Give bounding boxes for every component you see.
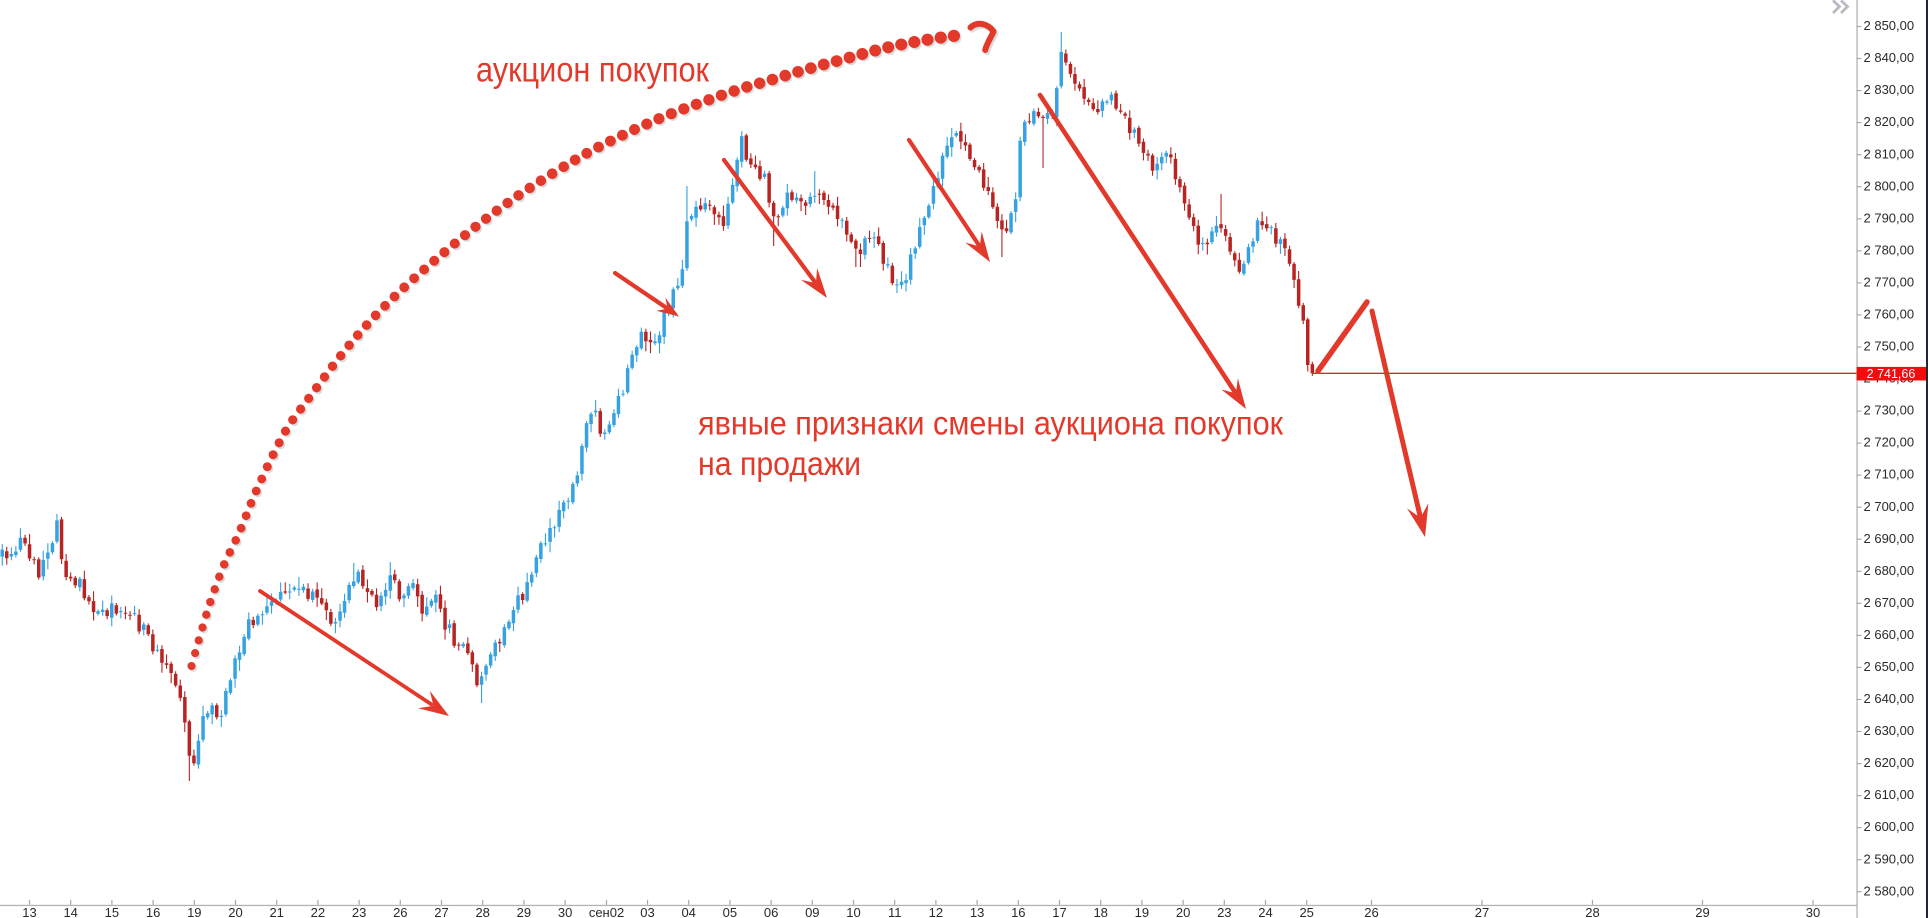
svg-text:15: 15 xyxy=(105,905,119,918)
svg-text:03: 03 xyxy=(640,905,654,918)
svg-text:17: 17 xyxy=(1052,905,1066,918)
svg-text:16: 16 xyxy=(1011,905,1025,918)
svg-text:09: 09 xyxy=(805,905,819,918)
svg-text:2 840,00: 2 840,00 xyxy=(1864,50,1915,65)
svg-text:06: 06 xyxy=(764,905,778,918)
svg-text:14: 14 xyxy=(63,905,77,918)
svg-text:23: 23 xyxy=(352,905,366,918)
svg-text:2 610,00: 2 610,00 xyxy=(1864,787,1915,802)
svg-text:27: 27 xyxy=(434,905,448,918)
svg-text:13: 13 xyxy=(970,905,984,918)
svg-text:24: 24 xyxy=(1258,905,1272,918)
svg-text:2 720,00: 2 720,00 xyxy=(1864,435,1915,450)
svg-text:2 790,00: 2 790,00 xyxy=(1864,210,1915,225)
svg-text:30: 30 xyxy=(558,905,572,918)
svg-text:на продажи: на продажи xyxy=(698,445,861,482)
svg-text:25: 25 xyxy=(1299,905,1313,918)
svg-text:2 780,00: 2 780,00 xyxy=(1864,242,1915,257)
svg-text:2 770,00: 2 770,00 xyxy=(1864,275,1915,290)
svg-text:18: 18 xyxy=(1093,905,1107,918)
svg-text:2 730,00: 2 730,00 xyxy=(1864,403,1915,418)
svg-text:2 710,00: 2 710,00 xyxy=(1864,467,1915,482)
svg-text:2 810,00: 2 810,00 xyxy=(1864,146,1915,161)
svg-text:29: 29 xyxy=(1695,905,1709,918)
svg-text:12: 12 xyxy=(929,905,943,918)
svg-text:аукцион покупок: аукцион покупок xyxy=(476,51,710,90)
svg-text:26: 26 xyxy=(393,905,407,918)
svg-text:2 620,00: 2 620,00 xyxy=(1864,755,1915,770)
svg-text:2 600,00: 2 600,00 xyxy=(1864,819,1915,834)
svg-text:28: 28 xyxy=(475,905,489,918)
svg-text:23: 23 xyxy=(1217,905,1231,918)
svg-text:19: 19 xyxy=(187,905,201,918)
svg-text:сен02: сен02 xyxy=(589,905,624,918)
svg-text:2 750,00: 2 750,00 xyxy=(1864,339,1915,354)
svg-text:21: 21 xyxy=(269,905,283,918)
svg-text:2 670,00: 2 670,00 xyxy=(1864,595,1915,610)
svg-text:22: 22 xyxy=(311,905,325,918)
svg-text:2 830,00: 2 830,00 xyxy=(1864,82,1915,97)
svg-text:2 640,00: 2 640,00 xyxy=(1864,691,1915,706)
svg-text:2 580,00: 2 580,00 xyxy=(1864,883,1915,898)
svg-text:явные признаки смены аукциона: явные признаки смены аукциона покупок xyxy=(698,405,1284,442)
svg-text:26: 26 xyxy=(1364,905,1378,918)
svg-text:2 660,00: 2 660,00 xyxy=(1864,627,1915,642)
svg-text:27: 27 xyxy=(1475,905,1489,918)
svg-text:2 850,00: 2 850,00 xyxy=(1864,18,1915,33)
svg-text:2 590,00: 2 590,00 xyxy=(1864,851,1915,866)
svg-text:04: 04 xyxy=(681,905,695,918)
svg-text:2 741,66: 2 741,66 xyxy=(1867,367,1916,381)
svg-text:2 760,00: 2 760,00 xyxy=(1864,307,1915,322)
svg-text:10: 10 xyxy=(846,905,860,918)
svg-text:2 700,00: 2 700,00 xyxy=(1864,499,1915,514)
svg-text:11: 11 xyxy=(888,905,902,918)
svg-text:29: 29 xyxy=(517,905,531,918)
svg-text:20: 20 xyxy=(228,905,242,918)
svg-text:05: 05 xyxy=(723,905,737,918)
svg-text:2 800,00: 2 800,00 xyxy=(1864,178,1915,193)
svg-text:13: 13 xyxy=(22,905,36,918)
svg-text:28: 28 xyxy=(1585,905,1599,918)
svg-text:16: 16 xyxy=(146,905,160,918)
svg-text:2 630,00: 2 630,00 xyxy=(1864,723,1915,738)
svg-text:2 650,00: 2 650,00 xyxy=(1864,659,1915,674)
svg-text:2 690,00: 2 690,00 xyxy=(1864,531,1915,546)
svg-text:30: 30 xyxy=(1806,905,1820,918)
svg-text:2 680,00: 2 680,00 xyxy=(1864,563,1915,578)
svg-text:19: 19 xyxy=(1135,905,1149,918)
svg-text:2 820,00: 2 820,00 xyxy=(1864,114,1915,129)
svg-text:20: 20 xyxy=(1176,905,1190,918)
